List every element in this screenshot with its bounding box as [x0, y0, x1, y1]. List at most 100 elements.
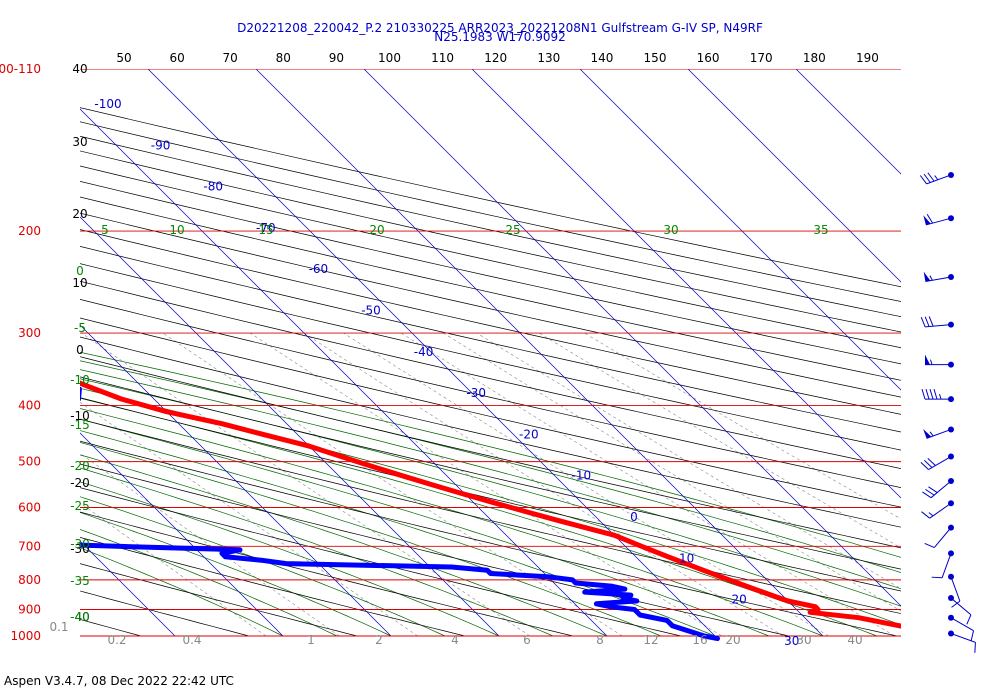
dry-adiabat-line — [80, 150, 901, 333]
isotherm-label: 10 — [679, 551, 694, 565]
wind-barb — [948, 630, 976, 653]
left-temp-label: -40 — [70, 610, 90, 624]
pressure-label: 900 — [18, 602, 41, 616]
wind-barb — [924, 524, 954, 549]
isotherm-line — [80, 540, 176, 637]
wind-barb — [931, 550, 954, 579]
temperature-trace — [80, 380, 901, 629]
theta-label: 190 — [856, 51, 879, 65]
isotherm-line — [795, 69, 901, 175]
dry-adiabat-line — [80, 590, 250, 637]
left-temp-label: 0 — [76, 343, 84, 357]
isotherm-label: -40 — [414, 345, 434, 359]
mixing-ratio-line — [80, 453, 340, 637]
wind-barb — [923, 213, 954, 226]
dry-adiabat-line — [80, 180, 901, 365]
pressure-label: 800 — [18, 573, 41, 587]
isotherm-line — [687, 69, 901, 283]
theta-label: 170 — [750, 51, 773, 65]
moist-adiabat-line — [80, 418, 770, 637]
mixing-ratio-label: 30 — [796, 633, 811, 647]
theta-label: 130 — [537, 51, 560, 65]
wind-barb — [920, 453, 954, 470]
theta-label: 140 — [590, 51, 613, 65]
pressure-label: 500 — [18, 455, 41, 469]
dry-adiabat-line — [80, 563, 358, 637]
left-thetae-label: -40 — [70, 610, 90, 624]
moist-adiabat-line — [80, 387, 901, 626]
theta-label: 150 — [644, 51, 667, 65]
mixing-ratio-label: 0.1 — [49, 620, 68, 634]
left-temp-label: 30 — [72, 135, 87, 149]
isotherm-label: 0 — [630, 510, 638, 524]
theta-label: 120 — [484, 51, 507, 65]
mixing-ratio-line — [443, 332, 901, 612]
mixing-ratio-line — [162, 332, 623, 637]
dry-adiabat-line — [80, 165, 901, 349]
left-temp-label: -10 — [70, 409, 90, 423]
moist-adiabat-line — [80, 378, 901, 607]
isotherm-line — [80, 324, 392, 637]
pressure-label: 300 — [18, 326, 41, 340]
left-thetae-label: -15 — [70, 418, 90, 432]
chart-subtitle: N25.1983 W170.9092 — [434, 30, 566, 44]
moist-adiabat-line — [80, 481, 500, 637]
wind-barb — [922, 477, 954, 499]
axis-labels: 100-110200300400500600700800900100050607… — [0, 51, 879, 648]
moist-adiabat-line — [80, 360, 901, 573]
dry-adiabat-line — [80, 537, 466, 637]
theta-label: 100 — [378, 51, 401, 65]
isotherm-line — [579, 69, 901, 391]
left-temp-label: -20 — [70, 476, 90, 490]
mixing-ratio-label: 0.2 — [107, 633, 126, 647]
left-thetae-label: -5 — [74, 321, 86, 335]
mixing-ratio-label: 12 — [643, 633, 658, 647]
isotherm-line — [255, 69, 824, 637]
dry-adiabat-line — [80, 418, 901, 614]
dry-adiabat-line — [80, 263, 901, 451]
isotherm-line — [80, 108, 608, 637]
moist-adiabat-line — [80, 529, 338, 637]
mixing-ratio-label: 0.4 — [182, 633, 201, 647]
dry-adiabat-line — [80, 440, 898, 637]
moist-adiabat-line — [80, 351, 901, 558]
left-thetae-label: -10 — [70, 373, 90, 387]
isotherm-line — [147, 69, 716, 637]
thetae-label: 20 — [369, 223, 384, 237]
left-thetae-label: -20 — [70, 459, 90, 473]
mixing-ratio-label: 1 — [307, 633, 315, 647]
mixing-ratio-label: 16 — [692, 633, 707, 647]
dry-adiabat-line — [80, 317, 901, 508]
isotherm-label: -30 — [466, 386, 486, 400]
isotherm-label: 30 — [784, 634, 799, 648]
dry-adiabat-line — [80, 511, 574, 637]
thetae-label: 5 — [101, 223, 109, 237]
isotherm-label: 20 — [732, 593, 747, 607]
thetae-label: 25 — [505, 223, 520, 237]
isotherm-label: -20 — [519, 427, 539, 441]
dry-adiabat-line — [80, 298, 901, 488]
moist-adiabat-line — [80, 441, 662, 637]
mixing-ratio-line — [539, 332, 901, 549]
pressure-label: 1000 — [10, 629, 41, 643]
mixing-ratio-label: 2 — [375, 633, 383, 647]
isotherm-label: -90 — [151, 138, 171, 152]
isotherm-label: -100 — [94, 97, 121, 111]
theta-label: 50 — [116, 51, 131, 65]
wind-barb — [948, 614, 975, 642]
wind-barb — [948, 573, 961, 608]
dewpoint-trace — [80, 386, 720, 641]
dry-adiabat-line — [80, 356, 901, 549]
moist-adiabat-line — [80, 467, 554, 637]
left-temp-label: 40 — [72, 62, 87, 76]
mixing-ratio-label: 8 — [596, 633, 604, 647]
moist-adiabat-line — [80, 408, 824, 637]
left-thetae-label: -35 — [70, 574, 90, 588]
mixing-ratio-line — [80, 401, 418, 637]
isotherm-line — [80, 432, 284, 637]
left-temp-label: -30 — [70, 542, 90, 556]
wind-barb — [923, 426, 954, 439]
dry-adiabat-line — [80, 246, 901, 433]
mixing-ratio-label: 6 — [523, 633, 531, 647]
